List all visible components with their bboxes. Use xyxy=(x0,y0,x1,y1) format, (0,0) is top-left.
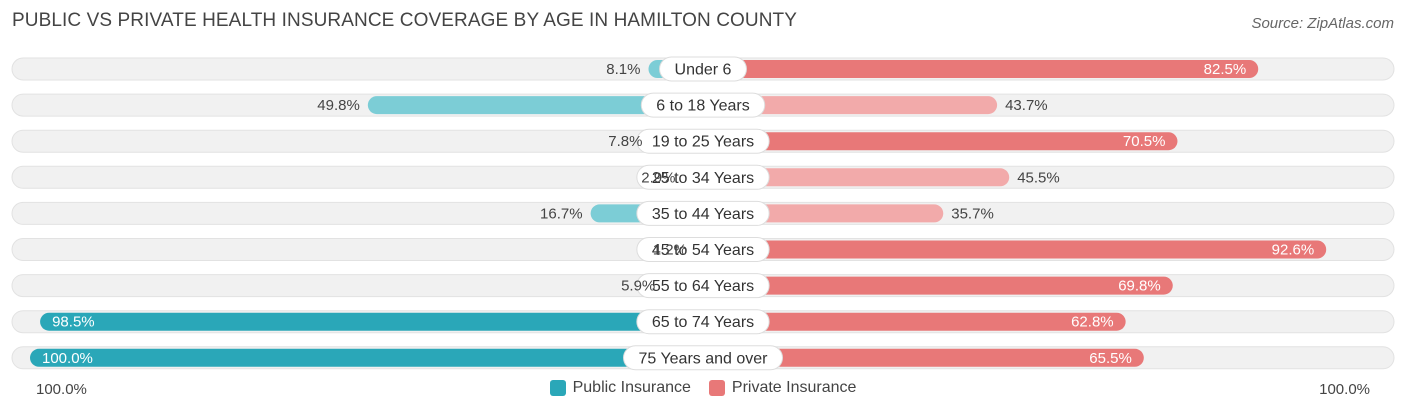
bar-public xyxy=(40,312,704,331)
value-label-private: 92.6% xyxy=(1272,242,1315,259)
legend-item-private[interactable]: Private Insurance xyxy=(708,379,857,397)
value-label-private: 35.7% xyxy=(951,205,994,222)
legend-swatch-private xyxy=(708,380,725,396)
legend-label-private: Private Insurance xyxy=(731,379,857,396)
category-pill xyxy=(623,345,783,371)
bar-private xyxy=(703,312,1126,331)
bar-private xyxy=(703,276,1173,295)
value-label-private: 70.5% xyxy=(1123,133,1166,150)
bar-private xyxy=(703,96,998,115)
source-credit: Source: ZipAtlas.com xyxy=(1251,15,1394,32)
bar-private xyxy=(703,60,1259,78)
category-pill xyxy=(636,309,770,335)
legend-item-public[interactable]: Public Insurance xyxy=(549,379,691,397)
bar-private xyxy=(703,132,1178,151)
category-label: 25 to 34 Years xyxy=(652,170,754,187)
category-label: 65 to 74 Years xyxy=(652,314,754,331)
value-label-private: 69.8% xyxy=(1118,278,1161,295)
axis-right-label: 100.0% xyxy=(1319,381,1370,398)
category-pill xyxy=(659,56,747,82)
chart-legend: Public Insurance Private Insurance xyxy=(0,379,1406,397)
value-label-public: 49.8% xyxy=(317,97,360,114)
bar-public xyxy=(30,348,703,367)
category-label: 55 to 64 Years xyxy=(652,278,754,295)
category-pill xyxy=(636,200,770,226)
value-label-public: 1.2% xyxy=(653,242,687,259)
category-label: 6 to 18 Years xyxy=(656,98,749,115)
category-pill xyxy=(636,128,770,154)
value-label-private: 82.5% xyxy=(1204,61,1247,78)
value-label-private: 62.8% xyxy=(1071,314,1114,331)
value-label-private: 65.5% xyxy=(1089,350,1132,367)
value-label-public: 7.8% xyxy=(608,133,642,150)
value-label-public: 2.9% xyxy=(641,169,675,186)
bar-private xyxy=(703,168,1010,187)
axis-left-label: 100.0% xyxy=(36,381,87,398)
chart-title: PUBLIC VS PRIVATE HEALTH INSURANCE COVER… xyxy=(12,10,798,31)
value-label-private: 45.5% xyxy=(1017,169,1060,186)
category-label: 19 to 25 Years xyxy=(652,134,754,151)
bar-public xyxy=(367,96,703,115)
chart-plot-area: Under 6 8.1% 82.5% 6 to 18 Years 49.8% 43.7% 1… xyxy=(11,56,1395,371)
category-pill xyxy=(636,164,770,190)
legend-swatch-public xyxy=(549,380,566,396)
value-label-private: 43.7% xyxy=(1005,97,1048,114)
legend-label-public: Public Insurance xyxy=(572,379,691,396)
value-label-public: 8.1% xyxy=(606,61,640,78)
category-label: 45 to 54 Years xyxy=(652,242,754,259)
value-label-public: 5.9% xyxy=(621,278,655,295)
bar-private xyxy=(703,348,1144,367)
category-label: 35 to 44 Years xyxy=(652,206,754,223)
category-label: Under 6 xyxy=(675,62,732,79)
category-pill xyxy=(640,92,766,118)
value-label-public: 16.7% xyxy=(540,205,583,222)
category-pill xyxy=(636,273,770,299)
bar-private xyxy=(703,240,1327,259)
value-label-public: 98.5% xyxy=(52,314,95,331)
value-label-public: 100.0% xyxy=(42,350,93,367)
category-label: 75 Years and over xyxy=(639,350,769,367)
category-pill xyxy=(636,237,770,262)
